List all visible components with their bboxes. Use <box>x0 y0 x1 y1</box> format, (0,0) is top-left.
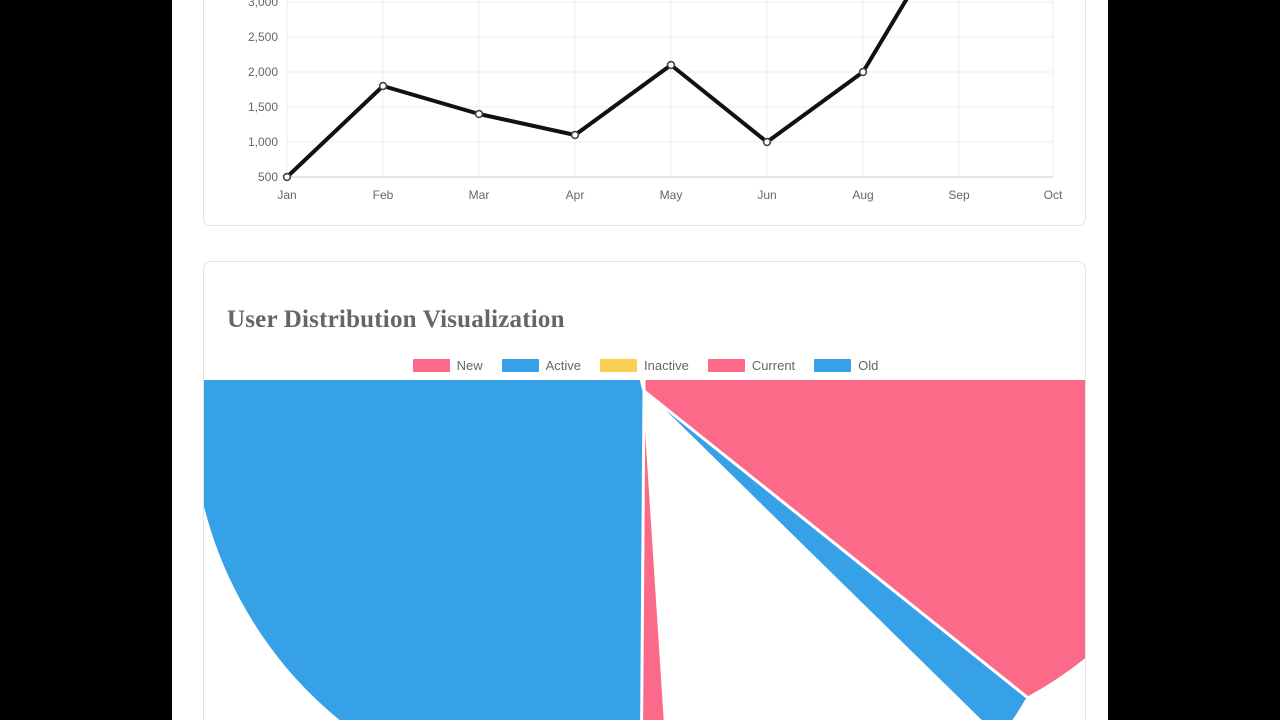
x-tick-apr: Apr <box>566 188 585 202</box>
x-tick-oct: Oct <box>1044 188 1063 202</box>
x-tick-jan: Jan <box>277 188 296 202</box>
legend-item-inactive[interactable]: Inactive <box>600 358 689 373</box>
data-point-jun[interactable] <box>762 137 772 147</box>
legend-item-new[interactable]: New <box>412 358 483 373</box>
y-axis-tick-labels: 500 1,000 1,500 2,000 2,500 3,000 <box>248 0 278 184</box>
data-point-apr[interactable] <box>570 130 580 140</box>
page-title: User Distribution Visualization <box>227 306 565 333</box>
line-series-markers <box>282 60 868 182</box>
line-chart-card: 500 1,000 1,500 2,000 2,500 3,000 <box>203 0 1086 226</box>
data-point-may[interactable] <box>666 60 676 70</box>
pie-chart[interactable] <box>204 380 1086 720</box>
x-tick-feb: Feb <box>373 188 394 202</box>
line-chart-canvas[interactable]: 500 1,000 1,500 2,000 2,500 3,000 <box>204 0 1087 227</box>
data-point-mar[interactable] <box>474 109 484 119</box>
y-tick-2000: 2,000 <box>248 65 278 79</box>
x-tick-aug: Aug <box>852 188 873 202</box>
x-tick-jun: Jun <box>757 188 776 202</box>
line-series-users <box>285 0 909 179</box>
legend-item-active[interactable]: Active <box>501 358 581 373</box>
y-tick-1500: 1,500 <box>248 100 278 114</box>
y-tick-500: 500 <box>258 170 278 184</box>
data-point-jan[interactable] <box>282 172 292 182</box>
pie-slice-current-body[interactable] <box>642 380 1086 700</box>
legend-swatch-inactive <box>600 359 637 372</box>
y-tick-3000: 3,000 <box>248 0 278 9</box>
gridlines-vertical <box>286 0 1054 177</box>
y-tick-2500: 2,500 <box>248 30 278 44</box>
pie-slice-old[interactable] <box>642 389 1030 720</box>
data-point-feb[interactable] <box>378 81 388 91</box>
legend-swatch-current <box>707 359 745 372</box>
legend-label-current: Current <box>751 358 796 373</box>
legend-swatch-old <box>814 359 852 372</box>
legend-swatch-active <box>501 359 539 372</box>
x-tick-sep: Sep <box>948 188 970 202</box>
legend-label-inactive: Inactive <box>644 358 689 373</box>
pie-slice-active[interactable] <box>204 380 646 720</box>
x-tick-mar: Mar <box>469 188 490 202</box>
pie-legend: New Active Inactive Current Old <box>204 358 1085 373</box>
line-chart[interactable]: 500 1,000 1,500 2,000 2,500 3,000 <box>204 0 1087 227</box>
data-point-aug[interactable] <box>858 67 868 77</box>
legend-label-new: New <box>456 358 483 373</box>
letterbox-left <box>0 0 172 720</box>
legend-label-old: Old <box>858 358 879 373</box>
legend-swatch-new <box>412 359 450 372</box>
gridlines-horizontal <box>287 1 1053 178</box>
x-tick-may: May <box>660 188 683 202</box>
legend-item-old[interactable]: Old <box>814 358 878 373</box>
page-body: 500 1,000 1,500 2,000 2,500 3,000 <box>172 0 1108 720</box>
legend-label-active: Active <box>545 358 581 373</box>
pie-chart-canvas[interactable] <box>204 380 1086 720</box>
y-tick-1000: 1,000 <box>248 135 278 149</box>
pie-chart-card: User Distribution Visualization New Acti… <box>203 261 1086 720</box>
legend-item-current[interactable]: Current <box>707 358 796 373</box>
x-axis-tick-labels: Jan Feb Mar Apr May Jun Aug Sep Oct <box>277 188 1063 202</box>
letterbox-right <box>1108 0 1280 720</box>
